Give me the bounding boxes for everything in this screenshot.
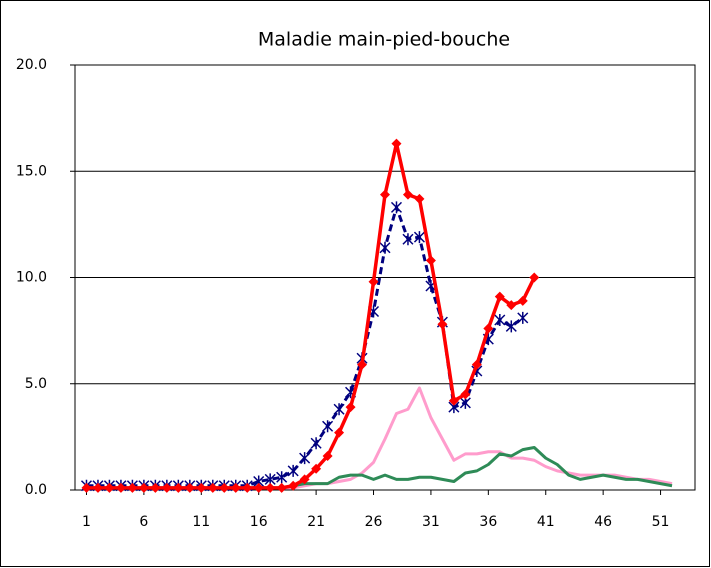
marker bbox=[483, 323, 494, 334]
marker bbox=[506, 300, 517, 311]
x-tick-label: 11 bbox=[192, 514, 210, 530]
marker bbox=[184, 482, 195, 493]
y-tick-label: 5.0 bbox=[25, 376, 47, 392]
marker bbox=[161, 482, 172, 493]
x-tick-label: 16 bbox=[250, 514, 268, 530]
marker bbox=[517, 295, 528, 306]
y-tick-label: 15.0 bbox=[16, 163, 47, 179]
marker bbox=[345, 402, 356, 413]
marker bbox=[288, 480, 299, 491]
marker bbox=[402, 233, 414, 246]
marker bbox=[276, 482, 287, 493]
marker bbox=[391, 138, 402, 149]
marker bbox=[529, 272, 540, 283]
marker bbox=[494, 291, 505, 302]
marker bbox=[230, 482, 241, 493]
marker bbox=[379, 241, 391, 254]
marker bbox=[207, 482, 218, 493]
marker bbox=[150, 482, 161, 493]
marker bbox=[253, 482, 264, 493]
marker bbox=[460, 389, 471, 400]
marker bbox=[127, 482, 138, 493]
marker bbox=[471, 359, 482, 370]
marker bbox=[287, 464, 299, 477]
marker bbox=[413, 231, 425, 244]
marker bbox=[138, 482, 149, 493]
marker bbox=[310, 437, 322, 450]
x-tick-label: 21 bbox=[307, 514, 325, 530]
marker bbox=[494, 314, 506, 326]
marker bbox=[333, 403, 345, 416]
x-tick-label: 6 bbox=[139, 514, 148, 530]
marker bbox=[322, 451, 333, 461]
x-tick-label: 46 bbox=[594, 514, 612, 530]
x-tick-label: 1 bbox=[82, 514, 91, 530]
x-tick-label: 41 bbox=[537, 514, 555, 530]
x-tick-label: 26 bbox=[365, 514, 383, 530]
marker bbox=[357, 359, 368, 370]
marker bbox=[276, 471, 288, 484]
x-tick-label: 31 bbox=[422, 514, 440, 530]
marker bbox=[517, 311, 529, 324]
marker bbox=[299, 452, 311, 465]
marker bbox=[505, 320, 517, 333]
y-tick-label: 10.0 bbox=[16, 270, 47, 286]
marker bbox=[173, 482, 184, 493]
marker bbox=[402, 189, 413, 200]
marker bbox=[311, 463, 322, 474]
marker bbox=[368, 276, 379, 287]
marker bbox=[265, 482, 276, 493]
marker bbox=[380, 189, 390, 200]
chart-title: Maladie main-pied-bouche bbox=[258, 29, 510, 51]
marker bbox=[448, 395, 459, 406]
y-tick-label: 0.0 bbox=[25, 482, 47, 498]
marker bbox=[437, 319, 448, 330]
marker bbox=[414, 193, 425, 204]
marker bbox=[219, 482, 230, 493]
marker bbox=[81, 482, 92, 493]
marker bbox=[390, 201, 403, 214]
marker bbox=[104, 482, 115, 493]
marker bbox=[115, 482, 126, 493]
marker bbox=[299, 474, 310, 485]
series-line bbox=[86, 141, 536, 490]
marker bbox=[242, 482, 253, 493]
marker bbox=[322, 420, 334, 433]
x-tick-label: 51 bbox=[652, 514, 670, 530]
marker bbox=[92, 482, 103, 493]
marker bbox=[196, 482, 207, 493]
marker bbox=[425, 255, 436, 266]
x-tick-label: 36 bbox=[479, 514, 497, 530]
y-tick-label: 20.0 bbox=[16, 57, 47, 73]
marker bbox=[334, 427, 345, 438]
